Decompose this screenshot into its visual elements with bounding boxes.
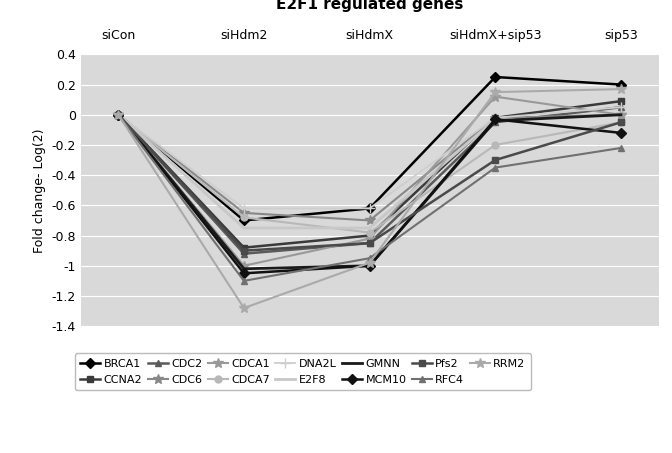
BRCA1 [366,206,374,211]
DNA2L [114,112,122,117]
CDC6 [366,218,374,223]
Line: DNA2L: DNA2L [114,102,626,213]
Line: BRCA1: BRCA1 [115,73,624,224]
BRCA1 [491,74,499,80]
Line: E2F8: E2F8 [118,115,621,228]
CCNA2 [491,115,499,120]
RRM2 [491,89,499,95]
Line: CDC2: CDC2 [115,104,624,257]
CDCA7 [491,142,499,148]
Line: GMNN: GMNN [118,115,621,269]
GMNN [240,266,248,271]
GMNN [114,112,122,117]
CCNA2 [617,98,625,104]
Line: RRM2: RRM2 [114,84,626,313]
DNA2L [491,115,499,120]
RFC4 [240,278,248,284]
Text: siCon: siCon [101,29,136,42]
Line: CDCA1: CDCA1 [114,92,626,270]
RRM2 [366,260,374,265]
Line: CCNA2: CCNA2 [115,98,624,251]
CDC2 [617,105,625,110]
GMNN [491,118,499,124]
CDCA7 [617,120,625,125]
CDCA1 [491,94,499,99]
Pfs2 [114,112,122,117]
MCM10 [114,112,122,117]
BRCA1 [240,218,248,223]
Line: Pfs2: Pfs2 [115,111,624,254]
MCM10 [617,130,625,135]
Text: sip53: sip53 [604,29,638,42]
CDCA1 [114,112,122,117]
CDCA7 [366,230,374,235]
RFC4 [491,165,499,170]
E2F8 [366,225,374,231]
E2F8 [240,225,248,231]
RRM2 [114,112,122,117]
RFC4 [114,112,122,117]
Pfs2 [491,157,499,163]
RRM2 [617,87,625,92]
BRCA1 [617,82,625,87]
CDCA1 [617,112,625,117]
Y-axis label: Fold change- Log(2): Fold change- Log(2) [33,128,46,252]
CDCA1 [240,263,248,269]
Line: RFC4: RFC4 [115,111,624,284]
GMNN [366,263,374,269]
BRCA1 [114,112,122,117]
Text: E2F1 regulated genes: E2F1 regulated genes [276,0,463,12]
Pfs2 [366,241,374,246]
CCNA2 [240,245,248,251]
E2F8 [491,116,499,122]
CCNA2 [114,112,122,117]
Text: siHdmX: siHdmX [345,29,394,42]
MCM10 [491,116,499,122]
DNA2L [617,105,625,110]
CDC6 [114,112,122,117]
GMNN [617,112,625,117]
CCNA2 [366,233,374,238]
MCM10 [240,270,248,276]
E2F8 [114,112,122,117]
Line: CDC6: CDC6 [114,110,626,225]
CDC2 [491,120,499,125]
CDCA1 [366,236,374,241]
Line: MCM10: MCM10 [115,111,624,277]
CDC6 [240,210,248,216]
Legend: BRCA1, CCNA2, CDC2, CDC6, CDCA1, CDCA7, DNA2L, E2F8, GMNN, MCM10, Pfs2, RFC4, RR: BRCA1, CCNA2, CDC2, CDC6, CDCA1, CDCA7, … [75,353,531,390]
CDC6 [491,115,499,120]
CDC2 [366,241,374,246]
DNA2L [366,206,374,211]
CDC2 [240,251,248,256]
Text: siHdmX+sip53: siHdmX+sip53 [449,29,542,42]
DNA2L [240,206,248,211]
CDCA7 [240,215,248,220]
RRM2 [240,305,248,311]
Text: siHdm2: siHdm2 [220,29,267,42]
Line: CDCA7: CDCA7 [115,111,624,236]
Pfs2 [240,248,248,253]
RFC4 [366,255,374,261]
Pfs2 [617,120,625,125]
CDCA7 [114,112,122,117]
MCM10 [366,263,374,269]
RFC4 [617,145,625,151]
CDC2 [114,112,122,117]
E2F8 [617,130,625,135]
CDC6 [617,112,625,117]
